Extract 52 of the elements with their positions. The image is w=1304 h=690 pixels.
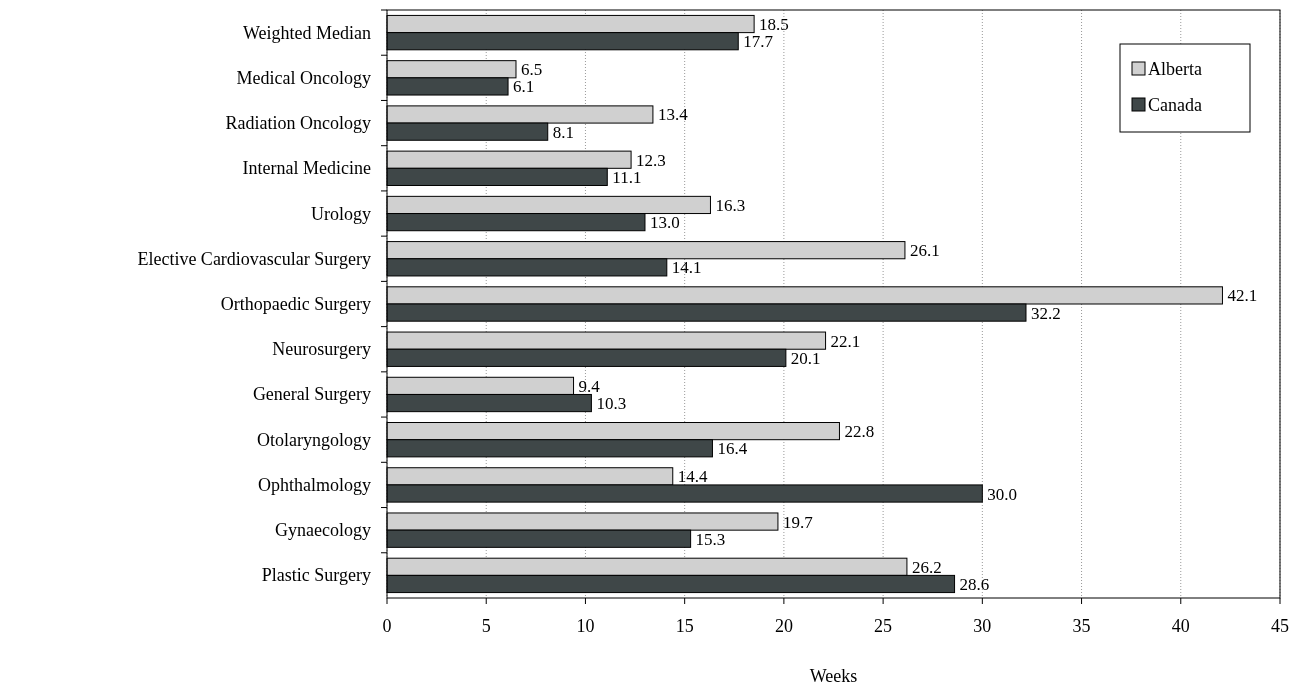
data-label: 30.0 — [987, 484, 1018, 504]
data-label: 13.4 — [657, 105, 689, 125]
x-tick-label: 25 — [874, 616, 893, 636]
data-label: 26.2 — [911, 557, 942, 577]
data-label: 6.5 — [520, 60, 543, 80]
data-label: 16.4 — [717, 439, 748, 459]
y-tick-label: Gynaecology — [275, 520, 371, 541]
data-label: 9.4 — [578, 376, 601, 396]
x-tick-label: 5 — [481, 616, 491, 636]
data-label: 11.1 — [612, 167, 642, 187]
data-label: 8.1 — [552, 122, 574, 142]
data-label: 32.2 — [1030, 303, 1061, 323]
y-tick-label: Otolaryngology — [257, 429, 371, 450]
data-label: 10.3 — [596, 394, 627, 414]
x-tick-label: 40 — [1171, 616, 1190, 636]
x-tick-label: 10 — [576, 616, 595, 636]
data-label: 6.1 — [513, 77, 535, 97]
y-tick-label: Ophthalmology — [258, 474, 371, 495]
data-label: 15.3 — [695, 529, 726, 549]
data-label: 20.1 — [790, 348, 821, 368]
legend-label: Canada — [1148, 95, 1202, 115]
data-label: 22.8 — [844, 422, 875, 442]
x-tick-label: 20 — [774, 616, 793, 636]
data-label: 22.1 — [830, 331, 861, 351]
y-tick-label: General Surgery — [252, 384, 371, 405]
y-tick-label: Urology — [311, 203, 371, 224]
y-tick-label: Elective Cardiovascular Surgery — [137, 248, 371, 269]
y-tick-label: Weighted Median — [242, 22, 371, 43]
data-label: 13.0 — [649, 213, 680, 233]
x-tick-label: 45 — [1271, 616, 1289, 636]
y-tick-label: Internal Medicine — [242, 158, 371, 179]
y-tick-label: Plastic Surgery — [261, 565, 371, 586]
data-label: 17.7 — [743, 32, 774, 52]
y-tick-label: Orthopaedic Surgery — [220, 294, 371, 314]
y-tick-label: Neurosurgery — [272, 339, 371, 360]
legend-label: Alberta — [1148, 59, 1202, 79]
data-label: 14.4 — [677, 467, 709, 487]
x-tick-label: 15 — [675, 616, 694, 636]
y-tick-label: Radiation Oncology — [225, 113, 371, 134]
y-tick-label: Medical Oncology — [236, 67, 371, 88]
x-tick-label: 30 — [973, 616, 992, 636]
x-tick-label: 0 — [382, 616, 392, 636]
data-label: 42.1 — [1227, 286, 1258, 306]
data-label: 28.6 — [959, 574, 990, 594]
x-axis-title: Weeks — [809, 666, 858, 686]
data-label: 18.5 — [759, 15, 789, 35]
data-label: 16.3 — [715, 195, 746, 215]
data-label: 19.7 — [782, 512, 814, 532]
data-label: 12.3 — [636, 150, 666, 170]
data-label: 14.1 — [671, 258, 702, 278]
x-tick-label: 35 — [1072, 616, 1091, 636]
data-label: 26.1 — [909, 241, 940, 261]
